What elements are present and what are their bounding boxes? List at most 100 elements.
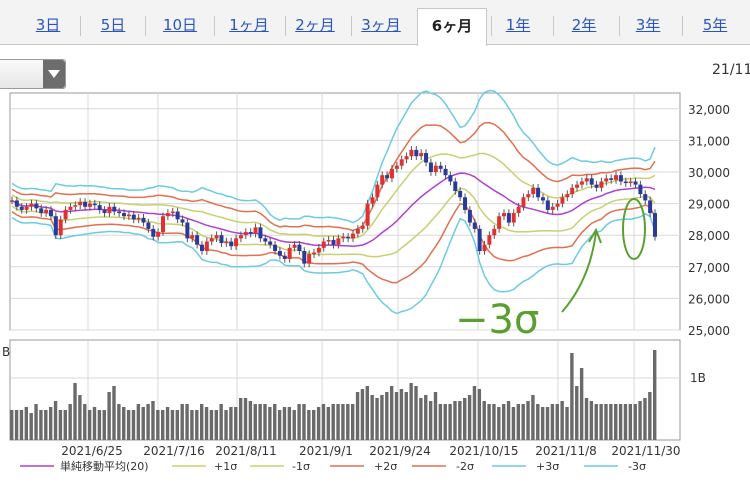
volume-bar <box>307 410 311 440</box>
volume-bar <box>443 404 447 440</box>
candle-body <box>399 159 404 166</box>
tab-2[interactable]: 10日 <box>162 16 198 34</box>
volume-bar <box>238 398 243 440</box>
candle-body <box>117 211 122 214</box>
volume-bar <box>263 404 267 440</box>
candle-body <box>336 238 341 245</box>
volume-bar <box>453 401 457 440</box>
candle-body <box>594 184 599 188</box>
tab-7[interactable]: 1年 <box>505 16 531 34</box>
candle-body <box>297 244 302 251</box>
volume-bar <box>511 407 516 440</box>
volume-bar <box>195 410 199 440</box>
tab-5[interactable]: 3ヶ月 <box>361 16 401 34</box>
volume-bar <box>424 395 428 440</box>
tab-separator <box>214 16 215 36</box>
x-tick-label: 2021/11/8 <box>535 444 597 458</box>
candle-body <box>204 241 209 251</box>
tab-9[interactable]: 3年 <box>635 16 661 34</box>
tab-10[interactable]: 5年 <box>702 16 728 34</box>
volume-bar <box>141 407 145 440</box>
candle-body <box>248 232 253 234</box>
volume-bar <box>365 386 369 440</box>
candle-body <box>526 194 531 198</box>
candle-body <box>73 205 78 207</box>
candle-body <box>34 203 39 209</box>
volume-bar <box>117 404 121 440</box>
volume-bar <box>165 407 170 440</box>
candle-body <box>185 222 190 239</box>
candle-body <box>346 236 351 239</box>
candle-body <box>136 217 141 220</box>
y-tick-label: 28,000 <box>688 229 730 243</box>
candle-body <box>316 247 321 253</box>
volume-bar <box>555 404 559 440</box>
candle-body <box>355 228 360 234</box>
chart-options-dropdown[interactable] <box>0 59 66 89</box>
tab-separator <box>145 16 146 36</box>
candle-body <box>409 149 414 157</box>
candle-body <box>477 228 482 251</box>
candle-body <box>180 219 185 223</box>
candle-body <box>58 219 63 236</box>
candle-body <box>234 238 239 247</box>
candle-body <box>545 200 550 210</box>
volume-bar <box>399 389 404 440</box>
candle-body <box>419 153 424 157</box>
candle-body <box>219 235 224 244</box>
candle-body <box>287 247 292 259</box>
tab-1[interactable]: 5日 <box>100 16 126 34</box>
candle-body <box>302 251 307 264</box>
volume-bar <box>78 395 82 440</box>
tab-0[interactable]: 3日 <box>35 16 61 34</box>
candle-body <box>268 241 273 245</box>
tab-8[interactable]: 2年 <box>571 16 597 34</box>
legend-label: +1σ <box>214 460 237 473</box>
candle-body <box>78 202 83 206</box>
candle-body <box>161 216 166 233</box>
volume-bar <box>243 398 248 440</box>
volume-bar <box>521 404 525 440</box>
tab-4[interactable]: 2ヶ月 <box>295 16 335 34</box>
candle-body <box>53 216 58 236</box>
volume-bar <box>151 401 155 440</box>
volume-bar <box>331 404 335 440</box>
candle-body <box>224 241 229 244</box>
volume-bar <box>516 404 521 440</box>
candle-body <box>482 244 487 251</box>
candle-body <box>350 233 355 239</box>
y-tick-label: 27,000 <box>688 261 730 275</box>
volume-bar <box>487 404 491 440</box>
dropdown-arrow-button[interactable] <box>43 60 65 88</box>
volume-bar <box>409 383 413 440</box>
candle-body <box>273 244 278 251</box>
candle-body <box>282 255 287 259</box>
y-tick-label: 31,000 <box>688 134 730 148</box>
candle-body <box>458 190 463 198</box>
candle-body <box>380 175 385 185</box>
legend-label: -1σ <box>292 460 310 473</box>
volume-bar <box>312 410 316 440</box>
tab-3[interactable]: 1ヶ月 <box>229 16 269 34</box>
tab-6[interactable]: 6ヶ月 <box>417 8 487 46</box>
volume-bar <box>458 401 462 440</box>
volume-bar <box>63 410 67 440</box>
candle-body <box>39 208 44 214</box>
volume-bar <box>341 404 345 440</box>
volume-bar <box>48 407 53 440</box>
candle-body <box>424 153 429 163</box>
candle-body <box>453 181 458 191</box>
volume-bar <box>467 395 472 440</box>
candle-body <box>326 239 331 242</box>
volume-bar <box>146 404 150 440</box>
candle-body <box>653 213 657 237</box>
tab-separator <box>619 16 620 36</box>
volume-bar <box>536 404 540 440</box>
volume-bar <box>297 404 301 440</box>
chevron-down-icon <box>48 70 60 78</box>
volume-bar <box>380 395 384 440</box>
candle-body <box>87 203 92 207</box>
volume-bar <box>214 410 218 440</box>
x-tick-label: 2021/11/30 <box>611 444 680 458</box>
candle-body <box>497 216 502 229</box>
